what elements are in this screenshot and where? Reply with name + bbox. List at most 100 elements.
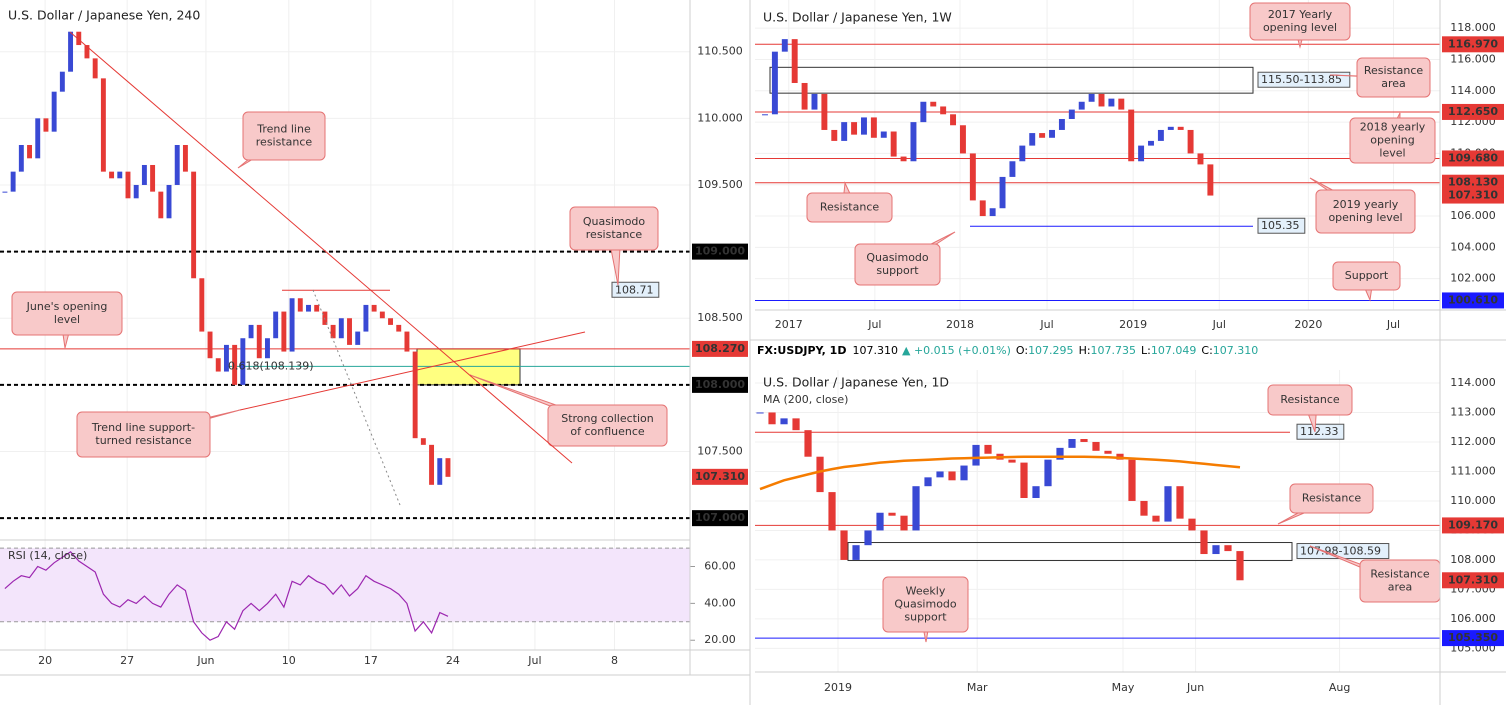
sma-title: MA (200, close)	[763, 393, 848, 406]
candle	[1056, 447, 1064, 460]
candle	[1078, 101, 1085, 110]
y-tick-label: 106.000	[1450, 209, 1496, 222]
price-tag: 108.130	[1448, 176, 1498, 189]
callout-text: Resistance	[1280, 393, 1340, 406]
x-tick-label: 2020	[1294, 318, 1322, 331]
callout-cover	[1351, 119, 1434, 162]
candle	[900, 515, 908, 531]
candle	[1019, 145, 1026, 162]
candle	[76, 31, 82, 46]
panel-title: U.S. Dollar / Japanese Yen, 1D	[763, 375, 949, 390]
callout-text: level	[1379, 147, 1405, 160]
candle	[960, 465, 968, 481]
quote-value: 107.049	[1151, 344, 1197, 357]
candle	[412, 351, 418, 439]
callout-text: Weekly	[906, 585, 946, 598]
x-tick-label: 27	[120, 654, 134, 667]
callout-text: 2019 yearly	[1333, 198, 1399, 211]
zone	[769, 66, 1254, 94]
callout-cover	[1251, 4, 1349, 39]
trend-line	[239, 331, 586, 411]
quote-line: FX:USDJPY, 1D 107.310 ▲ +0.015 (+0.01%) O:1…	[757, 344, 1258, 357]
x-tick-label: Jun	[196, 654, 214, 667]
candle	[920, 101, 927, 123]
candle	[1118, 98, 1125, 110]
candle	[174, 144, 180, 185]
candle	[1177, 126, 1184, 130]
candle	[804, 430, 812, 457]
x-tick-label: 2019	[1119, 318, 1147, 331]
callout-text: support	[904, 611, 947, 624]
candle	[125, 171, 131, 199]
candle	[1176, 486, 1184, 519]
y-tick-label: 109.500	[697, 178, 743, 191]
y-tick-label: 116.000	[1450, 52, 1496, 65]
candle	[771, 51, 778, 115]
candle	[158, 191, 164, 219]
candle	[864, 530, 872, 546]
candle	[801, 82, 808, 110]
candle	[1068, 109, 1075, 119]
x-tick-label: 24	[446, 654, 460, 667]
candle	[851, 122, 858, 135]
level-label-box	[611, 281, 660, 298]
candle	[92, 58, 98, 79]
price-tag-box	[1442, 150, 1504, 167]
y-tick-label: 113.000	[1450, 405, 1496, 418]
price-tag-box	[1442, 630, 1504, 647]
y-tick-label: 107.500	[697, 445, 743, 458]
candle	[831, 129, 838, 141]
callout-cover	[1317, 191, 1414, 232]
candle	[1108, 98, 1115, 107]
candle	[18, 144, 24, 172]
x-tick-label: Jul	[1386, 318, 1400, 331]
callout-cover	[1269, 386, 1351, 414]
zone	[847, 542, 1293, 562]
rsi-title: RSI (14, close)	[8, 549, 87, 562]
x-tick-label: 10	[282, 654, 296, 667]
candle	[1044, 459, 1052, 487]
callout-text: Resistance	[1302, 492, 1362, 505]
callout-text: Strong collection	[561, 412, 654, 425]
candle	[828, 492, 836, 531]
candle	[1212, 545, 1220, 555]
price-tag-box	[1442, 572, 1504, 589]
level-label-box	[1257, 217, 1306, 234]
candle	[207, 331, 213, 359]
candle	[890, 131, 897, 157]
candle	[861, 117, 867, 135]
candle	[1224, 545, 1232, 552]
price-tag-box	[1442, 36, 1504, 53]
callout-cover	[1361, 561, 1439, 601]
candle	[811, 93, 818, 110]
candle	[1164, 486, 1172, 522]
candle	[314, 304, 320, 312]
callout-text: of confluence	[570, 425, 645, 438]
x-tick-label: Jul	[1212, 318, 1226, 331]
callout-text: Quasimodo	[866, 251, 929, 264]
candle	[972, 444, 980, 466]
quote-change: ▲ +0.015 (+0.01%)	[902, 344, 1011, 357]
candle	[35, 118, 41, 159]
candle	[1207, 164, 1214, 196]
candle	[940, 106, 947, 115]
candle	[150, 164, 156, 192]
callout-cover	[1358, 59, 1429, 96]
callout-text: Resistance	[1364, 64, 1424, 77]
y-tick-label: 111.000	[1450, 464, 1496, 477]
y-tick-label: 108.000	[1450, 553, 1496, 566]
y-tick-label: 110.000	[697, 111, 743, 124]
y-tick-label: 114.000	[1450, 376, 1496, 389]
candle	[273, 311, 279, 339]
x-tick-label: Jul	[1039, 318, 1053, 331]
candle	[791, 39, 798, 83]
candle	[232, 344, 238, 385]
candle	[924, 477, 932, 487]
candle	[1009, 161, 1016, 177]
price-tag: 107.310	[695, 470, 745, 483]
candle	[289, 298, 295, 352]
price-tag: 108.270	[695, 342, 745, 355]
level-label: 108.71	[615, 283, 654, 296]
x-tick-label: May	[1112, 681, 1135, 694]
price-tag: 107.000	[695, 511, 745, 524]
